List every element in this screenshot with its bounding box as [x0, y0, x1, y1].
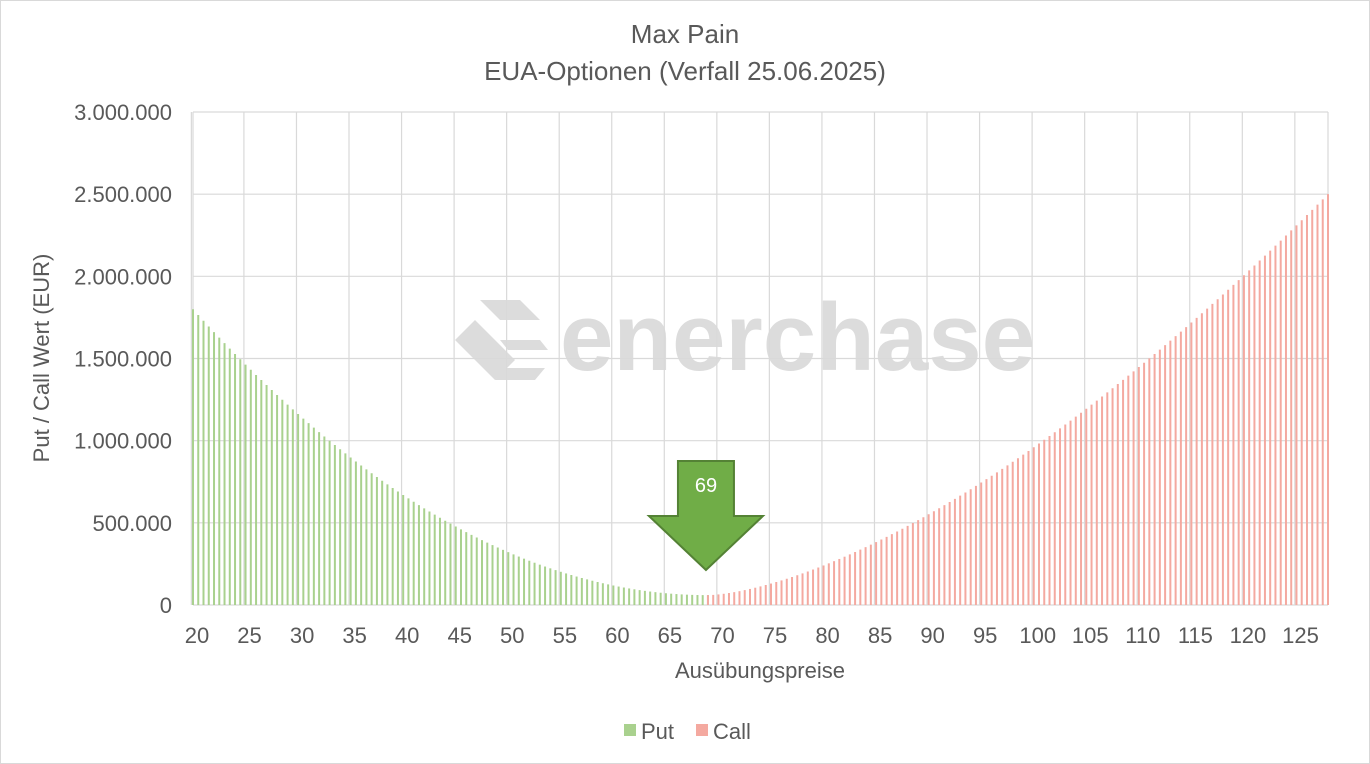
annotation-label: 69	[695, 475, 717, 497]
x-tick-label: 45	[447, 623, 471, 648]
x-tick-label: 100	[1019, 623, 1056, 648]
x-tick-label: 25	[237, 623, 261, 648]
x-tick-label: 85	[868, 623, 892, 648]
x-tick-label: 65	[658, 623, 682, 648]
legend-swatch-call	[696, 724, 708, 736]
x-tick-label: 60	[605, 623, 629, 648]
x-tick-label: 55	[553, 623, 577, 648]
y-axis-ticks: 0 500.000 1.000.000 1.500.000 2.000.000 2.500…	[74, 100, 172, 618]
x-axis-ticks: 20 25 30 35 40 45 50 55 60 65 70 75 80 85 90 95 100 105 11…	[185, 623, 1319, 648]
y-tick-label: 2.500.000	[74, 182, 172, 207]
x-tick-label: 110	[1125, 623, 1160, 648]
x-tick-label: 30	[290, 623, 314, 648]
max-pain-annotation: 69	[646, 460, 766, 572]
x-tick-label: 80	[815, 623, 839, 648]
x-tick-label: 115	[1178, 623, 1213, 648]
chart-title: Max Pain	[631, 19, 739, 49]
x-tick-label: 75	[763, 623, 787, 648]
x-tick-label: 105	[1072, 623, 1109, 648]
y-tick-label: 2.000.000	[74, 264, 172, 289]
down-arrow-icon	[646, 460, 766, 572]
x-tick-label: 20	[185, 623, 209, 648]
y-tick-label: 1.000.000	[74, 429, 172, 454]
y-tick-label: 1.500.000	[74, 347, 172, 372]
y-axis-title: Put / Call Wert (EUR)	[29, 254, 54, 463]
chart-subtitle: EUA-Optionen (Verfall 25.06.2025)	[484, 56, 886, 86]
watermark-text: enerchase	[560, 284, 1035, 391]
x-tick-label: 125	[1282, 623, 1319, 648]
watermark-logo-icon	[455, 300, 548, 380]
x-tick-label: 95	[973, 623, 997, 648]
x-tick-label: 50	[500, 623, 524, 648]
x-tick-label: 90	[920, 623, 944, 648]
x-tick-label: 40	[395, 623, 419, 648]
bars	[192, 194, 1329, 605]
watermark: enerchase	[455, 284, 1035, 391]
legend-swatch-put	[624, 724, 636, 736]
x-tick-label: 35	[342, 623, 366, 648]
legend-label-call: Call	[713, 719, 751, 744]
y-tick-label: 3.000.000	[74, 100, 172, 125]
x-axis-title: Ausübungspreise	[675, 658, 845, 683]
legend-label-put: Put	[641, 719, 674, 744]
legend: Put Call	[624, 719, 751, 744]
y-tick-label: 0	[160, 593, 172, 618]
x-tick-label: 120	[1230, 623, 1267, 648]
x-tick-label: 70	[710, 623, 734, 648]
y-tick-label: 500.000	[92, 511, 172, 536]
